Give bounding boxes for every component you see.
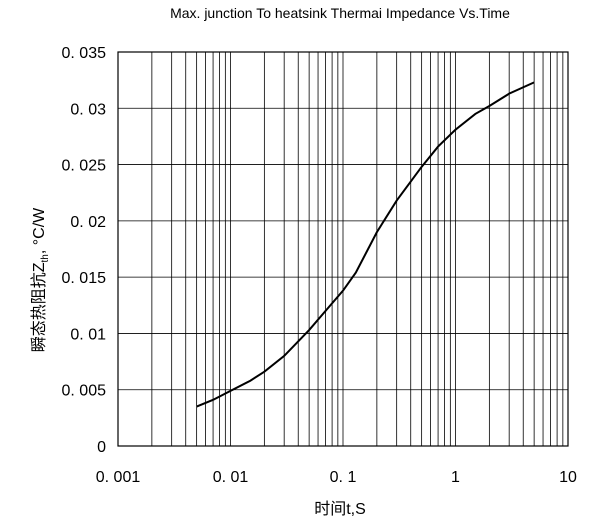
- y-axis-label-subscript: th: [40, 254, 51, 262]
- x-tick-label: 0. 01: [213, 469, 249, 486]
- y-tick-label: 0. 01: [70, 326, 106, 343]
- x-axis-label: 时间t,S: [314, 500, 366, 518]
- grid-lines: [117, 51, 569, 447]
- y-axis-label-main: 瞬态热阻抗Z: [30, 262, 48, 352]
- x-tick-label: 1: [451, 469, 460, 486]
- y-tick-label: 0. 025: [62, 158, 107, 175]
- x-tick-label: 0. 001: [96, 469, 141, 486]
- y-tick-label: 0. 005: [62, 383, 107, 400]
- tick-labels: 0. 001 0. 01 0. 1 1 10 0 0. 005 0. 01 0. 015 0. 0…: [62, 45, 577, 486]
- x-tick-label: 0. 1: [330, 469, 357, 486]
- y-tick-label: 0. 03: [70, 101, 106, 118]
- y-tick-label: 0. 02: [70, 214, 106, 231]
- impedance-curve: [196, 81, 535, 408]
- y-axis-label: 瞬态热阻抗Zth, °C/W: [30, 207, 51, 352]
- plot-frame: [117, 51, 569, 447]
- y-tick-label: 0: [97, 439, 106, 456]
- chart-title: Max. junction To heatsink Thermai Impeda…: [170, 5, 510, 21]
- series-layer: [196, 81, 535, 408]
- y-tick-label: 0. 015: [62, 270, 107, 287]
- x-tick-label: 10: [559, 469, 577, 486]
- y-tick-label: 0. 035: [62, 45, 107, 62]
- y-axis-label-unit: , °C/W: [31, 207, 48, 254]
